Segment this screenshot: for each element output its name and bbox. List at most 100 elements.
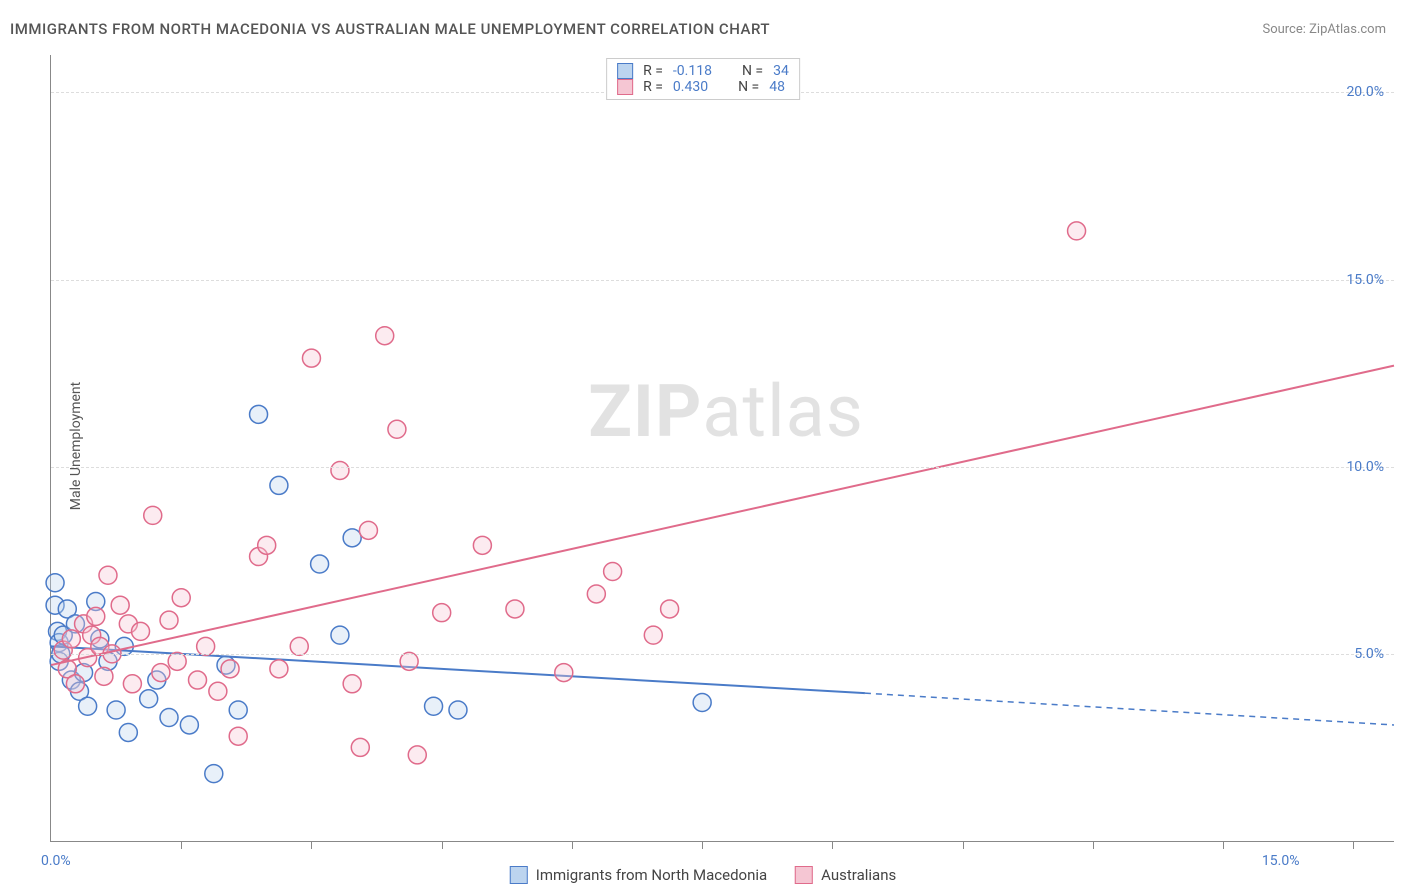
r-value: 0.430 xyxy=(673,79,708,95)
source-attribution: Source: ZipAtlas.com xyxy=(1262,22,1386,37)
y-tick-label: 15.0% xyxy=(1346,272,1384,288)
point-immigrants xyxy=(331,626,349,644)
swatch-immigrants xyxy=(617,63,633,79)
point-australians xyxy=(229,727,247,745)
n-value: 34 xyxy=(773,63,789,79)
y-tick-label: 20.0% xyxy=(1346,84,1384,100)
swatch-australians xyxy=(617,79,633,95)
legend-swatch-australians xyxy=(795,866,813,884)
correlation-stats-legend: R = -0.118N = 34R = 0.430 N = 48 xyxy=(606,58,800,100)
plot-area: ZIPatlas 5.0%10.0%15.0%20.0%0.0%15.0% xyxy=(50,55,1394,842)
point-australians xyxy=(160,611,178,629)
point-australians xyxy=(587,585,605,603)
point-australians xyxy=(111,596,129,614)
point-australians xyxy=(132,622,150,640)
point-australians xyxy=(123,675,141,693)
x-tick xyxy=(702,841,703,849)
point-australians xyxy=(351,738,369,756)
correlation-chart: IMMIGRANTS FROM NORTH MACEDONIA VS AUSTR… xyxy=(0,0,1406,892)
point-australians xyxy=(506,600,524,618)
point-australians xyxy=(258,536,276,554)
x-tick xyxy=(1353,841,1354,849)
point-immigrants xyxy=(449,701,467,719)
point-immigrants xyxy=(270,476,288,494)
point-australians xyxy=(644,626,662,644)
point-australians xyxy=(302,349,320,367)
point-australians xyxy=(388,420,406,438)
r-label: R = xyxy=(643,79,663,95)
x-tick xyxy=(311,841,312,849)
r-label: R = xyxy=(643,63,663,79)
point-australians xyxy=(359,521,377,539)
point-immigrants xyxy=(343,529,361,547)
x-tick xyxy=(832,841,833,849)
y-tick-label: 10.0% xyxy=(1346,459,1384,475)
point-australians xyxy=(400,652,418,670)
stat-row-australians: R = 0.430 N = 48 xyxy=(617,79,789,95)
legend-label: Australians xyxy=(821,866,896,884)
y-tick-label: 5.0% xyxy=(1354,646,1384,662)
point-australians xyxy=(66,675,84,693)
n-label: N = xyxy=(742,63,763,79)
point-australians xyxy=(661,600,679,618)
gridline xyxy=(51,467,1394,468)
point-australians xyxy=(99,566,117,584)
x-tick-label: 15.0% xyxy=(1262,853,1300,869)
x-tick xyxy=(1093,841,1094,849)
x-tick-label: 0.0% xyxy=(41,853,71,869)
point-australians xyxy=(376,327,394,345)
x-tick xyxy=(963,841,964,849)
point-immigrants xyxy=(140,690,158,708)
point-immigrants xyxy=(107,701,125,719)
point-immigrants xyxy=(46,574,64,592)
point-immigrants xyxy=(311,555,329,573)
legend-item-australians: Australians xyxy=(795,866,896,884)
point-immigrants xyxy=(205,765,223,783)
point-australians xyxy=(290,637,308,655)
point-australians xyxy=(221,660,239,678)
legend-label: Immigrants from North Macedonia xyxy=(536,866,767,884)
point-immigrants xyxy=(693,694,711,712)
point-australians xyxy=(408,746,426,764)
n-label: N = xyxy=(738,79,759,95)
point-australians xyxy=(1068,222,1086,240)
plot-svg xyxy=(51,55,1394,841)
point-australians xyxy=(604,563,622,581)
point-immigrants xyxy=(425,697,443,715)
point-australians xyxy=(168,652,186,670)
point-australians xyxy=(343,675,361,693)
point-australians xyxy=(555,664,573,682)
point-australians xyxy=(152,664,170,682)
series-legend: Immigrants from North Macedonia Australia… xyxy=(510,866,896,884)
gridline xyxy=(51,654,1394,655)
legend-item-immigrants: Immigrants from North Macedonia xyxy=(510,866,767,884)
point-australians xyxy=(95,667,113,685)
point-australians xyxy=(209,682,227,700)
x-tick xyxy=(181,841,182,849)
n-value: 48 xyxy=(769,79,785,95)
point-immigrants xyxy=(180,716,198,734)
x-tick xyxy=(1223,841,1224,849)
point-australians xyxy=(87,607,105,625)
trendline-ext-immigrants xyxy=(865,693,1394,725)
point-immigrants xyxy=(160,708,178,726)
point-australians xyxy=(197,637,215,655)
point-immigrants xyxy=(119,723,137,741)
x-tick xyxy=(572,841,573,849)
x-tick xyxy=(442,841,443,849)
point-immigrants xyxy=(79,697,97,715)
point-australians xyxy=(189,671,207,689)
stat-row-immigrants: R = -0.118N = 34 xyxy=(617,63,789,79)
point-immigrants xyxy=(250,405,268,423)
gridline xyxy=(51,280,1394,281)
point-australians xyxy=(433,604,451,622)
point-australians xyxy=(172,589,190,607)
legend-swatch-immigrants xyxy=(510,866,528,884)
point-australians xyxy=(62,630,80,648)
point-australians xyxy=(144,506,162,524)
chart-title: IMMIGRANTS FROM NORTH MACEDONIA VS AUSTR… xyxy=(10,20,770,38)
point-australians xyxy=(331,461,349,479)
point-australians xyxy=(270,660,288,678)
point-immigrants xyxy=(229,701,247,719)
point-australians xyxy=(473,536,491,554)
